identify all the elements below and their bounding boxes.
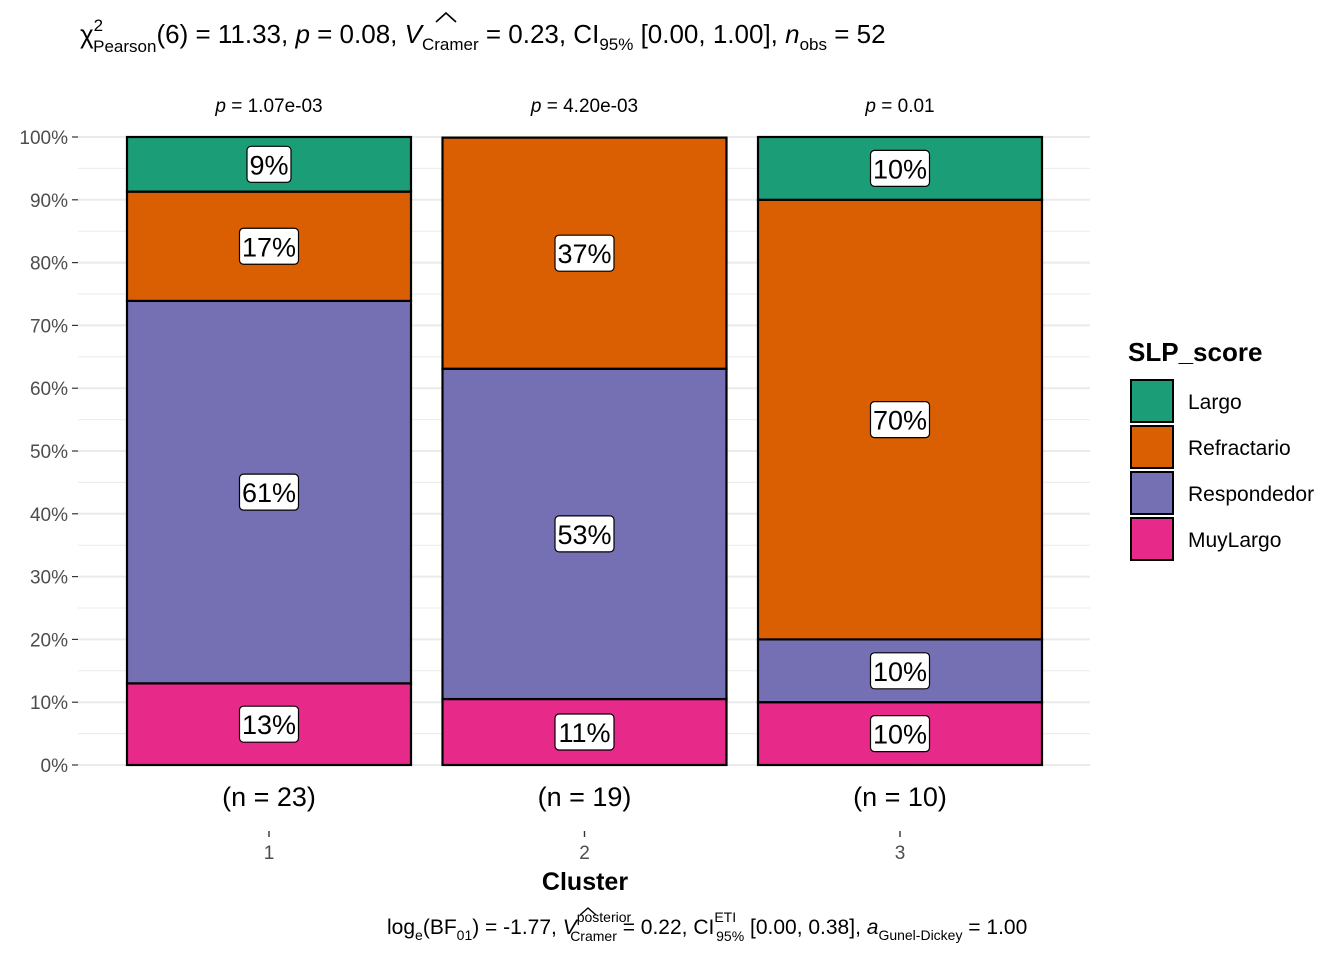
y-tick-label: 0% — [41, 756, 69, 777]
caption-v-hat — [579, 907, 597, 916]
legend-swatch — [1130, 425, 1174, 469]
y-tick-label: 30% — [30, 568, 68, 589]
y-tick-label: 60% — [30, 379, 68, 400]
value-label: 13% — [242, 710, 296, 740]
value-label-box — [554, 234, 615, 272]
legend: SLP_score Largo Refractario Respondedor Muy… — [1128, 337, 1314, 561]
p-value-label: p = 1.07e-03 — [214, 96, 322, 117]
legend-swatch — [1130, 379, 1174, 423]
value-label: 9% — [249, 150, 288, 180]
value-labels: 13% 61% 17% 9% 11% 53% 37% 10% 10% 70% 10% — [238, 145, 931, 753]
legend-label: Refractario — [1188, 437, 1291, 460]
x-tick-label: 2 — [579, 843, 590, 864]
value-label-box — [246, 145, 292, 183]
x-tick-label: 1 — [264, 843, 275, 864]
x-tick-label: 3 — [895, 843, 906, 864]
value-label-box — [869, 714, 931, 753]
legend-swatch — [1130, 517, 1174, 561]
value-label: 10% — [873, 154, 927, 184]
value-label-box — [869, 652, 931, 690]
y-tick-label: 70% — [30, 316, 68, 337]
p-value-label: p = 4.20e-03 — [530, 96, 638, 117]
value-label: 53% — [557, 520, 611, 550]
y-tick-label: 80% — [30, 254, 68, 275]
y-tick-label: 50% — [30, 442, 68, 463]
legend-label: Largo — [1188, 391, 1242, 414]
value-label: 61% — [242, 478, 296, 508]
y-tick-label: 100% — [19, 128, 68, 149]
value-label: 37% — [557, 239, 611, 269]
y-axis: 0% 10% 20% 30% 40% 50% 60% 70% 80% 90% 100% — [19, 128, 78, 777]
y-tick-label: 90% — [30, 191, 68, 212]
legend-swatch — [1130, 471, 1174, 515]
value-label-box — [238, 473, 300, 511]
legend-label: MuyLargo — [1188, 529, 1281, 552]
bar-segment — [756, 135, 1044, 201]
value-label-box — [554, 515, 615, 553]
bars — [125, 135, 1044, 767]
value-label: 11% — [558, 718, 610, 748]
x-axis-title: Cluster — [542, 868, 628, 896]
chart-title: χ2 Pearson(6) = 11.33, p = 0.08, VCramer … — [80, 16, 886, 56]
chart-caption: loge(BF01) = -1.77, Vposterior Cramer = 0… — [387, 909, 1027, 944]
value-label-box — [869, 401, 931, 439]
legend-title: SLP_score — [1128, 337, 1262, 367]
count-label: (n = 19) — [538, 782, 632, 812]
count-label: (n = 23) — [222, 782, 316, 812]
count-label: (n = 10) — [853, 782, 947, 812]
legend-label: Respondedor — [1188, 483, 1314, 506]
y-tick-label: 10% — [30, 693, 68, 714]
y-tick-label: 40% — [30, 505, 68, 526]
value-label: 10% — [873, 657, 927, 687]
value-label-box — [238, 227, 300, 265]
value-label: 10% — [873, 720, 927, 750]
value-label: 70% — [873, 406, 927, 436]
value-label-box — [238, 705, 300, 743]
bar-segment — [441, 367, 728, 701]
value-label-box — [554, 713, 615, 751]
title-v-hat — [435, 11, 457, 23]
p-value-labels: p = 1.07e-03 p = 4.20e-03 p = 0.01 — [214, 96, 934, 117]
value-label-box — [869, 149, 931, 187]
p-value-label: p = 0.01 — [864, 96, 934, 117]
x-axis: (n = 23) 1 (n = 19) 2 (n = 10) 3 — [222, 782, 947, 864]
y-tick-label: 20% — [30, 630, 68, 651]
value-label: 17% — [242, 232, 296, 262]
